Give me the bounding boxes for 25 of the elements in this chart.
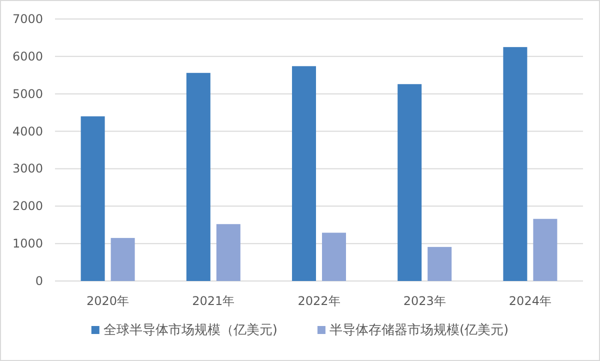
x-tick-label: 2023年 [403, 294, 446, 308]
y-tick-label: 6000 [12, 49, 43, 64]
bar [503, 47, 528, 281]
y-tick-label: 3000 [12, 162, 43, 176]
legend-label: 半导体存储器市场规模(亿美元) [329, 322, 509, 338]
x-tick-label: 2022年 [298, 294, 340, 308]
bar [398, 84, 422, 281]
y-tick-label: 7000 [12, 12, 43, 26]
legend-label: 全球半导体市场规模（亿美元) [103, 322, 278, 338]
bar [292, 66, 316, 281]
y-tick-label: 1000 [12, 236, 43, 251]
bar [186, 72, 210, 281]
x-tick-label: 2020年 [86, 294, 130, 308]
x-tick-label: 2021年 [192, 294, 235, 308]
bar [80, 116, 105, 281]
bar [216, 224, 240, 281]
y-tick-label: 2000 [12, 199, 43, 214]
y-tick-label: 4000 [12, 124, 43, 138]
bar [533, 218, 558, 281]
y-tick-label: 0 [35, 274, 43, 288]
bar [110, 238, 135, 281]
x-tick-label: 2024年 [508, 294, 552, 308]
bar [322, 232, 346, 281]
y-tick-label: 5000 [12, 86, 43, 101]
bar [428, 246, 452, 281]
